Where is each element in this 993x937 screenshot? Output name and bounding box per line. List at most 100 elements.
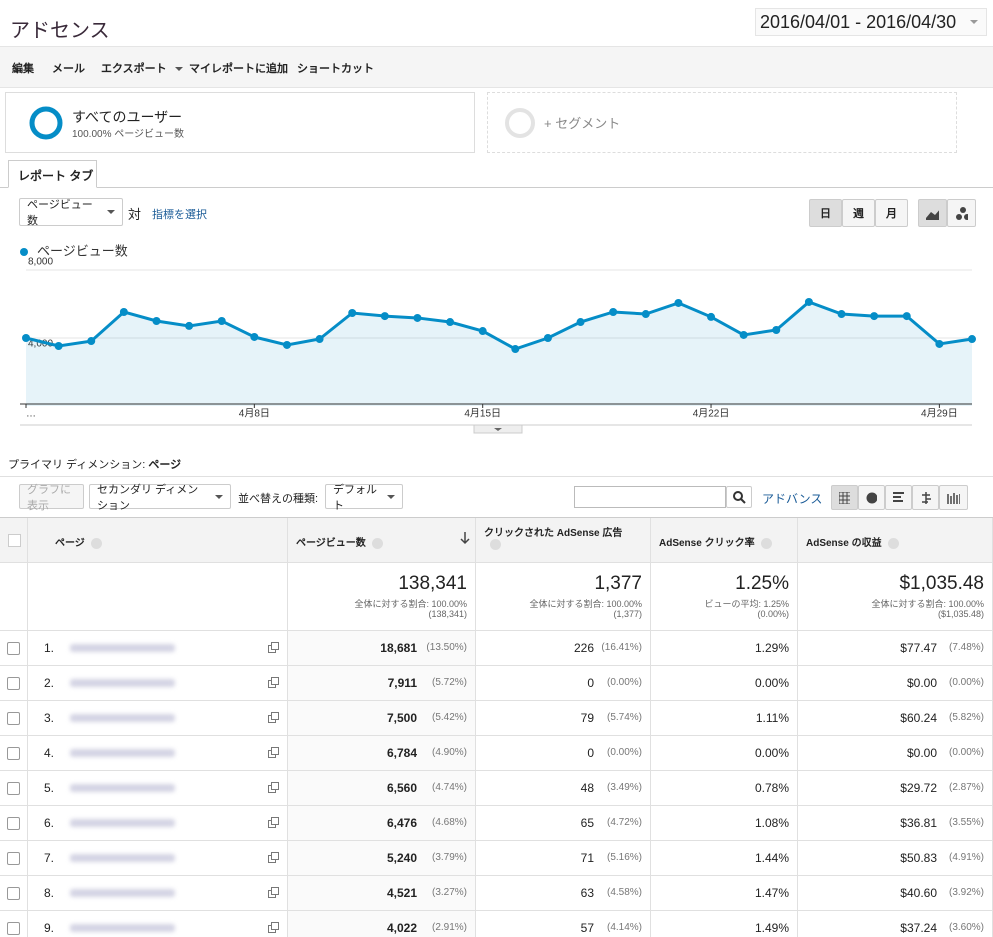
add-segment-label: + セグメント — [544, 116, 621, 131]
toolbar-item[interactable]: ショートカット — [297, 63, 374, 75]
page-path-blurred[interactable] — [70, 784, 175, 792]
period-button[interactable]: 日 — [809, 199, 842, 227]
icon — [893, 491, 904, 502]
table-cell: 0.00% — [651, 666, 798, 701]
motion-chart-button[interactable] — [947, 199, 976, 227]
search-button[interactable] — [726, 486, 752, 508]
open-link-icon[interactable] — [268, 747, 279, 758]
cell-value: $60.24 — [900, 711, 937, 725]
line-chart-button[interactable] — [918, 199, 947, 227]
page-path-blurred[interactable] — [70, 749, 175, 757]
secondary-dimension[interactable]: セカンダリ ディメンション — [89, 484, 231, 512]
toolbar-item[interactable]: 編集 — [12, 63, 34, 75]
select-metric-link[interactable]: 指標を選択 — [152, 209, 207, 221]
cell-value: 4,022 — [386, 921, 417, 935]
checkbox[interactable] — [7, 782, 20, 795]
table-cell: 79 (5.74%) — [476, 701, 651, 736]
page-path-blurred[interactable] — [70, 924, 175, 932]
toolbar-item[interactable]: メール — [52, 63, 85, 75]
table-cell: 1.29% — [651, 631, 798, 666]
table-cell: 0.78% — [651, 771, 798, 806]
page-path-blurred[interactable] — [70, 714, 175, 722]
page-path-blurred[interactable] — [70, 679, 175, 687]
open-link-icon[interactable] — [268, 642, 279, 653]
table-cell: 1.47% — [651, 876, 798, 911]
date-picker[interactable]: 2016/04/01 - 2016/04/30 — [755, 8, 987, 36]
cell-value: 65 — [580, 816, 594, 830]
cell-percent: (4.91%) — [948, 852, 984, 863]
toolbar-item[interactable]: エクスポート — [101, 60, 183, 76]
cell-value: 1.47% — [754, 886, 789, 900]
table-cell: $50.83 (4.91%) — [798, 841, 993, 876]
legend-label: ページビュー数 — [37, 243, 128, 258]
checkbox[interactable] — [7, 922, 20, 935]
row-index: 3. — [44, 711, 55, 725]
table-cell: 7,911 (5.72%) — [288, 666, 476, 701]
sort-arrow — [460, 532, 470, 545]
cell-percent: (3.49%) — [606, 782, 642, 793]
report-tab[interactable]: レポート タブ — [8, 160, 97, 188]
metric-select[interactable]: ページビュー数 — [19, 198, 123, 227]
view-button[interactable] — [858, 485, 885, 510]
open-link-icon[interactable] — [268, 887, 279, 898]
cell-percent: (3.60%) — [948, 922, 984, 933]
primary-dimension: プライマリ ディメンション: ページ — [8, 456, 181, 472]
toolbar-item[interactable]: マイレポートに追加 — [189, 63, 288, 75]
icon — [839, 491, 850, 504]
table-cell: 48 (3.49%) — [476, 771, 651, 806]
open-link-icon[interactable] — [268, 677, 279, 688]
icon — [268, 677, 279, 688]
cell-value: 5,240 — [386, 851, 417, 865]
point — [511, 345, 520, 354]
open-link-icon[interactable] — [268, 852, 279, 863]
total-note: ビューの平均: 1.25% — [704, 599, 789, 609]
x-tick-label: … — [26, 409, 36, 420]
open-link-icon[interactable] — [268, 712, 279, 723]
checkbox[interactable] — [7, 642, 20, 655]
sort-select[interactable]: デフォルト — [325, 484, 403, 512]
row-index: 7. — [44, 851, 55, 865]
checkbox[interactable] — [7, 677, 20, 690]
table-cell: 0.00% — [651, 736, 798, 771]
plot-button[interactable]: グラフに表示 — [19, 484, 84, 512]
table-cell: 4,521 (3.27%) — [288, 876, 476, 911]
page-path-blurred[interactable] — [70, 854, 175, 862]
point — [739, 330, 748, 339]
checkbox[interactable] — [7, 817, 20, 830]
cell-percent: (4.74%) — [431, 782, 467, 793]
table-cell: $40.60 (3.92%) — [798, 876, 993, 911]
open-link-icon[interactable] — [268, 922, 279, 933]
page-path-blurred[interactable] — [70, 644, 175, 652]
period-button[interactable]: 週 — [842, 199, 875, 227]
search-box[interactable] — [574, 486, 726, 508]
view-button[interactable] — [885, 485, 912, 510]
open-link-icon[interactable] — [268, 817, 279, 828]
advanced-link[interactable]: アドバンス — [762, 492, 823, 506]
add-segment[interactable]: + セグメント — [487, 92, 957, 153]
table-cell: $37.24 (3.60%) — [798, 911, 993, 937]
view-button[interactable] — [939, 485, 968, 510]
total-sub: ($1,035.48) — [937, 609, 984, 619]
checkbox[interactable] — [7, 852, 20, 865]
checkbox[interactable] — [7, 712, 20, 725]
cell-percent: (4.90%) — [431, 747, 467, 758]
total-sub: (0.00%) — [757, 609, 789, 619]
checkbox[interactable] — [7, 747, 20, 760]
page-path-blurred[interactable] — [70, 819, 175, 827]
table-cell: 0 (0.00%) — [476, 666, 651, 701]
checkbox[interactable] — [8, 534, 21, 547]
period-button[interactable]: 月 — [875, 199, 908, 227]
table-cell: 63 (4.58%) — [476, 876, 651, 911]
open-link-icon[interactable] — [268, 782, 279, 793]
point — [446, 318, 455, 327]
segment-card[interactable]: すべてのユーザー 100.00% ページビュー数 — [5, 92, 475, 153]
checkbox[interactable] — [7, 887, 20, 900]
tab-line — [0, 187, 993, 188]
table-cell — [0, 666, 28, 701]
header-text: クリックされた AdSense 広告 — [484, 528, 623, 539]
table-cell: 1.44% — [651, 841, 798, 876]
page-path-blurred[interactable] — [70, 889, 175, 897]
view-button[interactable] — [912, 485, 939, 510]
cell-value: $40.60 — [900, 886, 937, 900]
view-button[interactable] — [831, 485, 858, 510]
